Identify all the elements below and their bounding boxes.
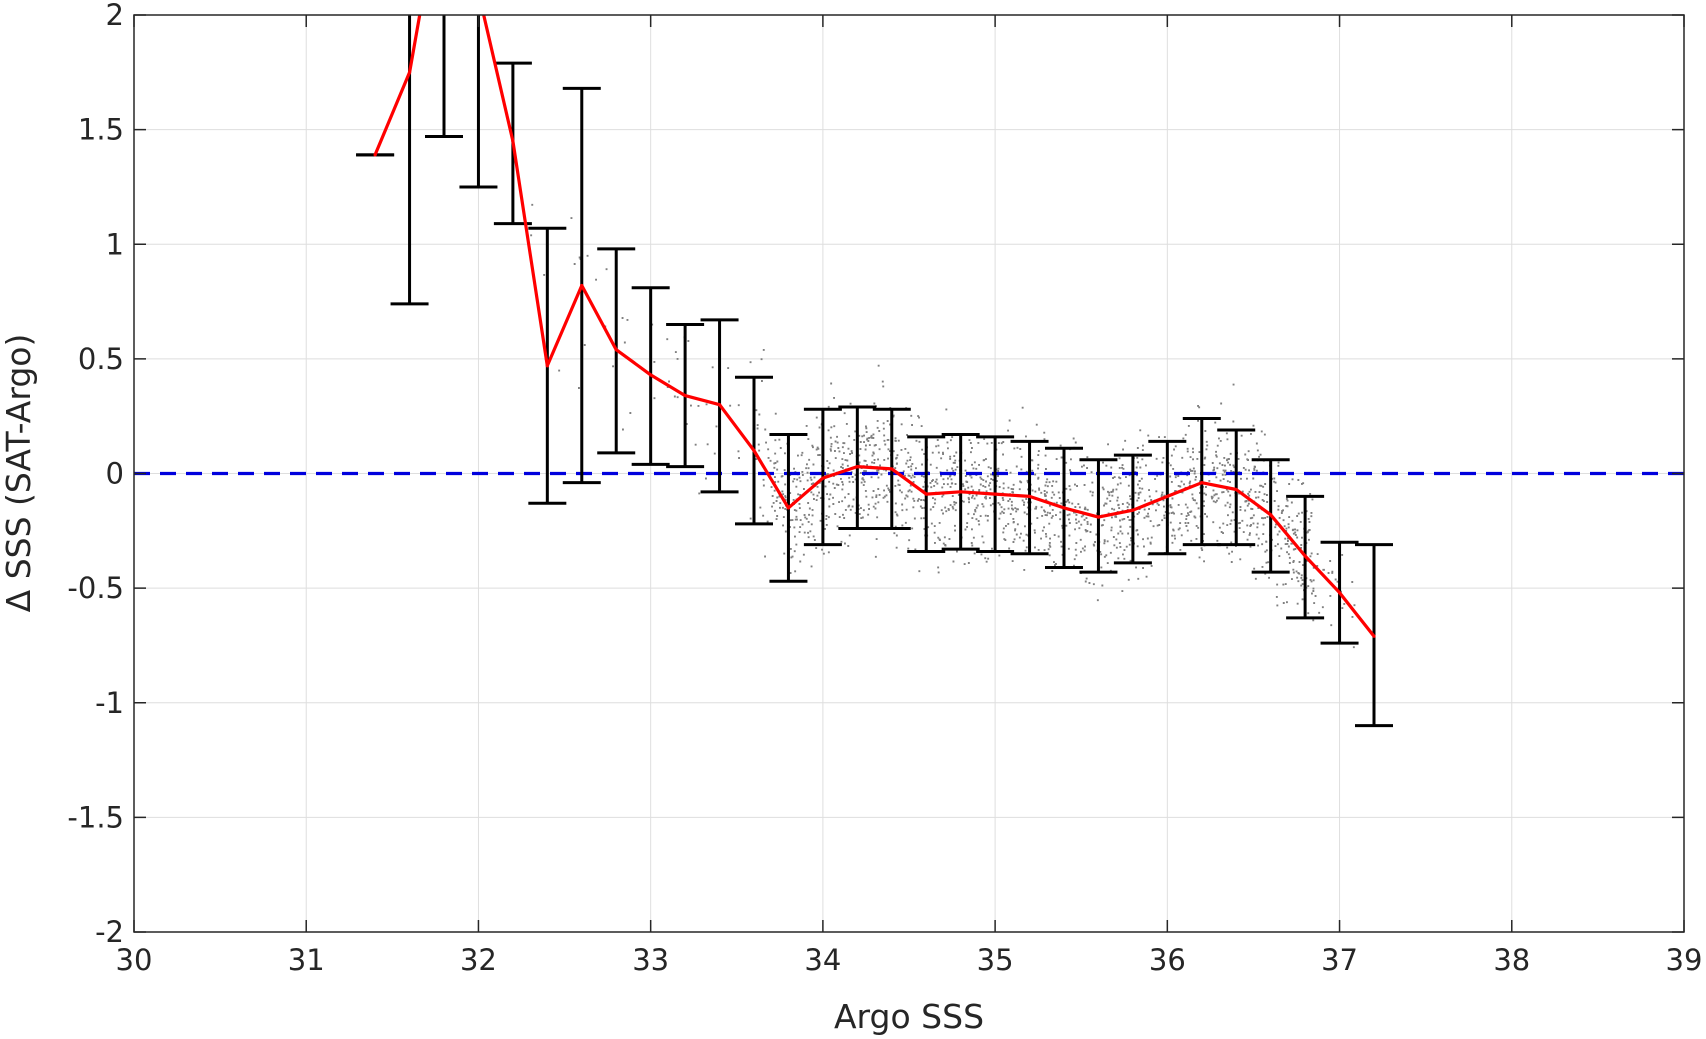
mean-point bbox=[1131, 508, 1135, 512]
error-bar bbox=[459, 15, 498, 189]
mean-point bbox=[1027, 494, 1032, 499]
mean-line-layer bbox=[373, 15, 1376, 638]
mean-point bbox=[752, 448, 756, 453]
x-tick-label: 30 bbox=[116, 943, 153, 977]
error-bar bbox=[1217, 428, 1256, 547]
x-tick-label: 35 bbox=[977, 943, 1014, 977]
axis-ticks: 30 31 32 33 34 35 36 37 38 39 -2 -1.5 -1 -0.5 0 0.5 1 1.5… bbox=[67, 0, 1702, 977]
mean-point bbox=[1337, 591, 1342, 595]
mean-point bbox=[786, 506, 791, 510]
error-bar bbox=[425, 15, 463, 139]
mean-point bbox=[373, 153, 377, 157]
x-tick-label: 31 bbox=[288, 943, 325, 977]
x-tick-label: 37 bbox=[1321, 943, 1358, 977]
mean-point bbox=[1200, 481, 1204, 485]
mean-point bbox=[614, 348, 618, 352]
x-tick-label: 36 bbox=[1149, 943, 1186, 977]
x-tick-label: 32 bbox=[460, 943, 497, 977]
mean-point bbox=[1096, 515, 1101, 519]
mean-point bbox=[1269, 513, 1273, 517]
y-tick-label: 1.5 bbox=[78, 113, 124, 147]
mean-point bbox=[855, 465, 859, 469]
x-tick-label: 33 bbox=[632, 943, 669, 977]
mean-point bbox=[545, 364, 549, 368]
mean-point bbox=[580, 283, 584, 288]
mean-point bbox=[959, 490, 963, 494]
x-axis-label: Argo SSS bbox=[834, 997, 984, 1036]
y-tick-label: 0.5 bbox=[78, 342, 124, 376]
y-tick-label: 1 bbox=[106, 227, 124, 261]
mean-point bbox=[407, 70, 412, 74]
mean-point bbox=[683, 393, 687, 398]
y-tick-label: 2 bbox=[106, 0, 124, 32]
mean-point bbox=[1234, 487, 1238, 492]
mean-point bbox=[1062, 506, 1066, 510]
x-tick-label: 39 bbox=[1666, 943, 1703, 977]
y-tick-label: 0 bbox=[106, 457, 124, 491]
x-tick-label: 34 bbox=[804, 943, 841, 977]
mean-point bbox=[1303, 554, 1307, 558]
mean-point bbox=[717, 403, 722, 407]
mean-point bbox=[821, 476, 825, 480]
x-tick-label: 38 bbox=[1493, 943, 1530, 977]
y-axis-label: Δ SSS (SAT-Argo) bbox=[0, 334, 38, 613]
y-tick-label: -0.5 bbox=[67, 571, 124, 605]
y-tick-label: -2 bbox=[95, 915, 124, 949]
mean-point bbox=[890, 467, 894, 471]
mean-point bbox=[1372, 634, 1376, 638]
y-tick-label: -1 bbox=[95, 686, 124, 720]
mean-point bbox=[649, 373, 653, 377]
mean-point bbox=[924, 492, 928, 496]
mean-point bbox=[511, 139, 515, 143]
mean-point bbox=[1165, 494, 1169, 499]
y-tick-label: -1.5 bbox=[67, 800, 124, 834]
mean-line bbox=[373, 15, 1376, 638]
mean-point bbox=[993, 492, 997, 496]
